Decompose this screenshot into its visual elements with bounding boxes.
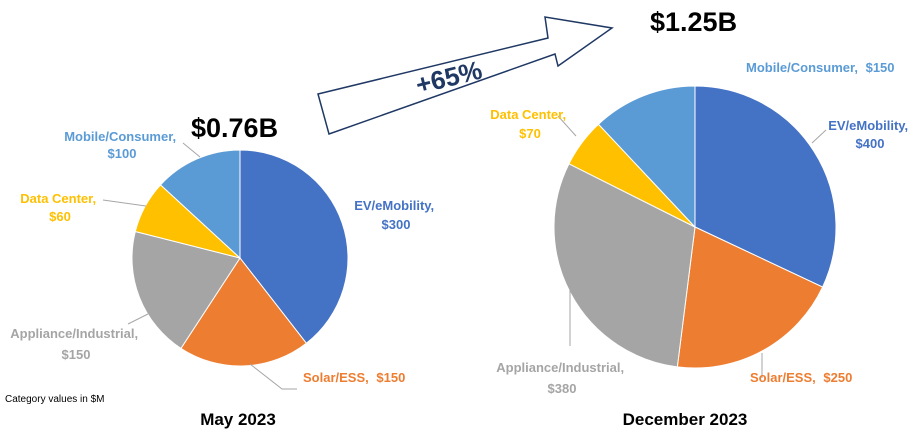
pie-may-2023 bbox=[131, 149, 349, 367]
leader-line-dec-ev bbox=[811, 129, 827, 144]
dec-slice-solar bbox=[676, 226, 824, 369]
leader-line-may-datacenter bbox=[102, 199, 147, 207]
may-slice-mobile bbox=[159, 149, 241, 260]
may-appliance-label: Appliance/Industrial, $150 bbox=[10, 326, 141, 362]
dec-ev-label: EV/eMobility, $400 bbox=[828, 118, 912, 151]
may-slice-appliance bbox=[131, 230, 241, 350]
leader-line-may-solar bbox=[249, 363, 297, 390]
dec-solar-label: Solar/ESS, $250 bbox=[750, 370, 852, 385]
dec-caption: December 2023 bbox=[623, 410, 748, 429]
dec-total-label: $1.25B bbox=[650, 7, 737, 37]
may-ev-label: EV/eMobility, $300 bbox=[354, 198, 438, 232]
dec-datacenter-label: Data Center, $70 bbox=[490, 107, 570, 141]
growth-label: +65% bbox=[413, 55, 485, 100]
may-solar-label: Solar/ESS, $150 bbox=[303, 370, 405, 385]
may-caption: May 2023 bbox=[200, 410, 276, 429]
may-total-label: $0.76B bbox=[191, 113, 278, 143]
pie-december-2023 bbox=[553, 85, 837, 369]
leader-line-dec-datacenter bbox=[557, 115, 577, 137]
growth-arrow-shape bbox=[317, 16, 614, 135]
units-note: Category values in $M bbox=[5, 394, 105, 405]
leader-lines bbox=[102, 115, 827, 390]
leader-line-may-appliance bbox=[127, 313, 149, 325]
may-slice-solar bbox=[180, 257, 308, 367]
dec-slice-mobile bbox=[597, 85, 696, 229]
may-labels: Mobile/Consumer, $100 Data Center, $60 E… bbox=[10, 129, 438, 385]
may-datacenter-label: Data Center, $60 bbox=[20, 191, 100, 224]
dec-slice-ev bbox=[694, 85, 837, 288]
leader-line-may-mobile bbox=[182, 142, 201, 158]
dec-appliance-label: Appliance/Industrial, $380 bbox=[496, 360, 627, 396]
may-slice-ev bbox=[239, 149, 349, 344]
dec-labels: Mobile/Consumer, $150 Data Center, $70 E… bbox=[490, 60, 912, 396]
may-mobile-label: Mobile/Consumer, $100 bbox=[64, 129, 180, 161]
dec-slice-appliance bbox=[553, 163, 696, 368]
dec-mobile-label: Mobile/Consumer, $150 bbox=[746, 60, 895, 75]
